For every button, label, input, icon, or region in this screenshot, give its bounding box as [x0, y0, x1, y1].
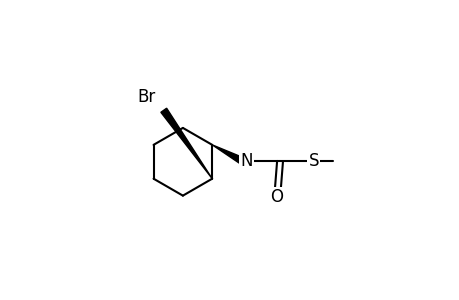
Text: S: S — [308, 152, 319, 170]
Polygon shape — [212, 145, 244, 164]
Text: N: N — [240, 152, 252, 170]
Text: Br: Br — [137, 88, 155, 106]
Polygon shape — [161, 108, 212, 179]
Text: O: O — [270, 188, 283, 206]
